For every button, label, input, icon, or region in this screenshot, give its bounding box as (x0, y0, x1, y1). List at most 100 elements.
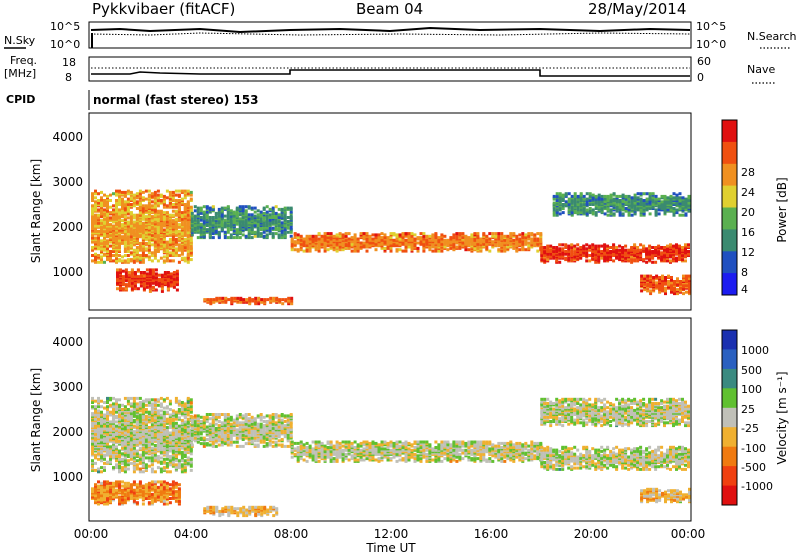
heatmap-cell (269, 296, 273, 300)
heatmap-cell (579, 203, 583, 206)
heatmap-cell (570, 205, 574, 209)
heatmap-cell (467, 248, 471, 252)
heatmap-cell (168, 419, 172, 422)
heatmap-cell (121, 259, 124, 263)
heatmap-cell (141, 430, 145, 434)
heatmap-cell (106, 452, 109, 456)
heatmap-cell (344, 232, 348, 236)
heatmap-cell (154, 288, 158, 292)
heatmap-cell (129, 190, 133, 194)
heatmap-cell (603, 243, 607, 247)
heatmap-cell (253, 206, 257, 210)
heatmap-cell (126, 399, 130, 403)
heatmap-cell (159, 413, 163, 417)
heatmap-cell (603, 247, 607, 251)
heatmap-cell (585, 251, 589, 255)
heatmap-cell (265, 224, 269, 227)
heatmap-cell (156, 455, 160, 458)
heatmap-cell (591, 212, 595, 216)
heatmap-cell (142, 271, 146, 274)
heatmap-cell (193, 218, 197, 222)
cpid-mode: normal (fast stereo) 153 (93, 93, 259, 107)
freq-panel-frame (88, 56, 692, 82)
heatmap-cell (174, 193, 178, 197)
heatmap-cell (186, 247, 190, 251)
heatmap-cell (561, 203, 565, 206)
heatmap-cell (91, 215, 94, 219)
heatmap-cell (476, 245, 480, 249)
heatmap-cell (162, 248, 166, 252)
heatmap-cell (118, 410, 121, 414)
heatmap-cell (100, 212, 103, 216)
heatmap-cell (290, 299, 294, 303)
heatmap-cell (138, 192, 142, 196)
heatmap-cell (180, 189, 184, 193)
heatmap-cell (119, 268, 122, 272)
heatmap-cell (603, 259, 607, 263)
heatmap-cell (347, 242, 351, 246)
heatmap-cell (293, 240, 297, 244)
heatmap-cell (675, 193, 679, 197)
heatmap-cell (190, 233, 194, 237)
heatmap-cell (129, 461, 133, 465)
heatmap-cell (443, 234, 447, 238)
heatmap-cell (582, 203, 586, 206)
heatmap-cell (129, 235, 133, 239)
heatmap-cell (148, 268, 152, 272)
heatmap-cell (127, 281, 131, 285)
heatmap-cell (144, 456, 148, 460)
heatmap-cell (624, 194, 628, 198)
heatmap-cell (132, 252, 136, 256)
heatmap-cell (135, 196, 139, 200)
heatmap-cell (461, 241, 465, 245)
heatmap-cell (597, 193, 601, 197)
heatmap-cell (123, 200, 127, 204)
heatmap-cell (365, 237, 369, 241)
heatmap-cell (678, 247, 681, 251)
heatmap-cell (141, 229, 145, 233)
heatmap-cell (202, 216, 206, 219)
heatmap-cell (679, 280, 682, 283)
heatmap-cell (171, 259, 175, 263)
heatmap-cell (518, 233, 522, 237)
heatmap-cell (126, 208, 130, 212)
heatmap-cell (165, 189, 169, 193)
heatmap-cell (150, 200, 154, 204)
heatmap-cell (97, 199, 100, 202)
heatmap-cell (154, 272, 158, 276)
heatmap-cell (688, 288, 691, 292)
heatmap-cell (630, 200, 634, 204)
power-cbar-tick-24: 24 (741, 186, 755, 199)
heatmap-cell (159, 448, 163, 452)
heatmap-cell (126, 408, 130, 411)
heatmap-cell (103, 406, 106, 410)
heatmap-cell (670, 290, 673, 294)
heatmap-cell (299, 248, 303, 252)
heatmap-cell (585, 201, 589, 205)
heatmap-cell (150, 192, 154, 196)
heatmap-cell (675, 248, 678, 252)
heatmap-cell (594, 213, 598, 217)
heatmap-cell (265, 210, 269, 214)
heatmap-cell (103, 199, 106, 202)
noise-right-tick-top: 10^5 (696, 20, 726, 33)
heatmap-cell (165, 246, 169, 249)
heatmap-cell (118, 398, 121, 402)
heatmap-cell (214, 221, 218, 225)
heatmap-cell (437, 238, 441, 242)
heatmap-cell (174, 396, 178, 400)
heatmap-cell (109, 250, 112, 253)
heatmap-cell (558, 192, 562, 196)
heatmap-cell (162, 398, 166, 402)
heatmap-cell (663, 194, 667, 198)
heatmap-cell (196, 218, 200, 222)
heatmap-cell (283, 228, 287, 232)
heatmap-cell (253, 214, 257, 218)
heatmap-cell (153, 453, 157, 457)
heatmap-cell (165, 417, 169, 421)
heatmap-cell (116, 281, 119, 285)
heatmap-cell (135, 426, 139, 429)
heatmap-cell (153, 398, 157, 402)
heatmap-cell (684, 255, 687, 259)
heatmap-cell (362, 245, 366, 249)
